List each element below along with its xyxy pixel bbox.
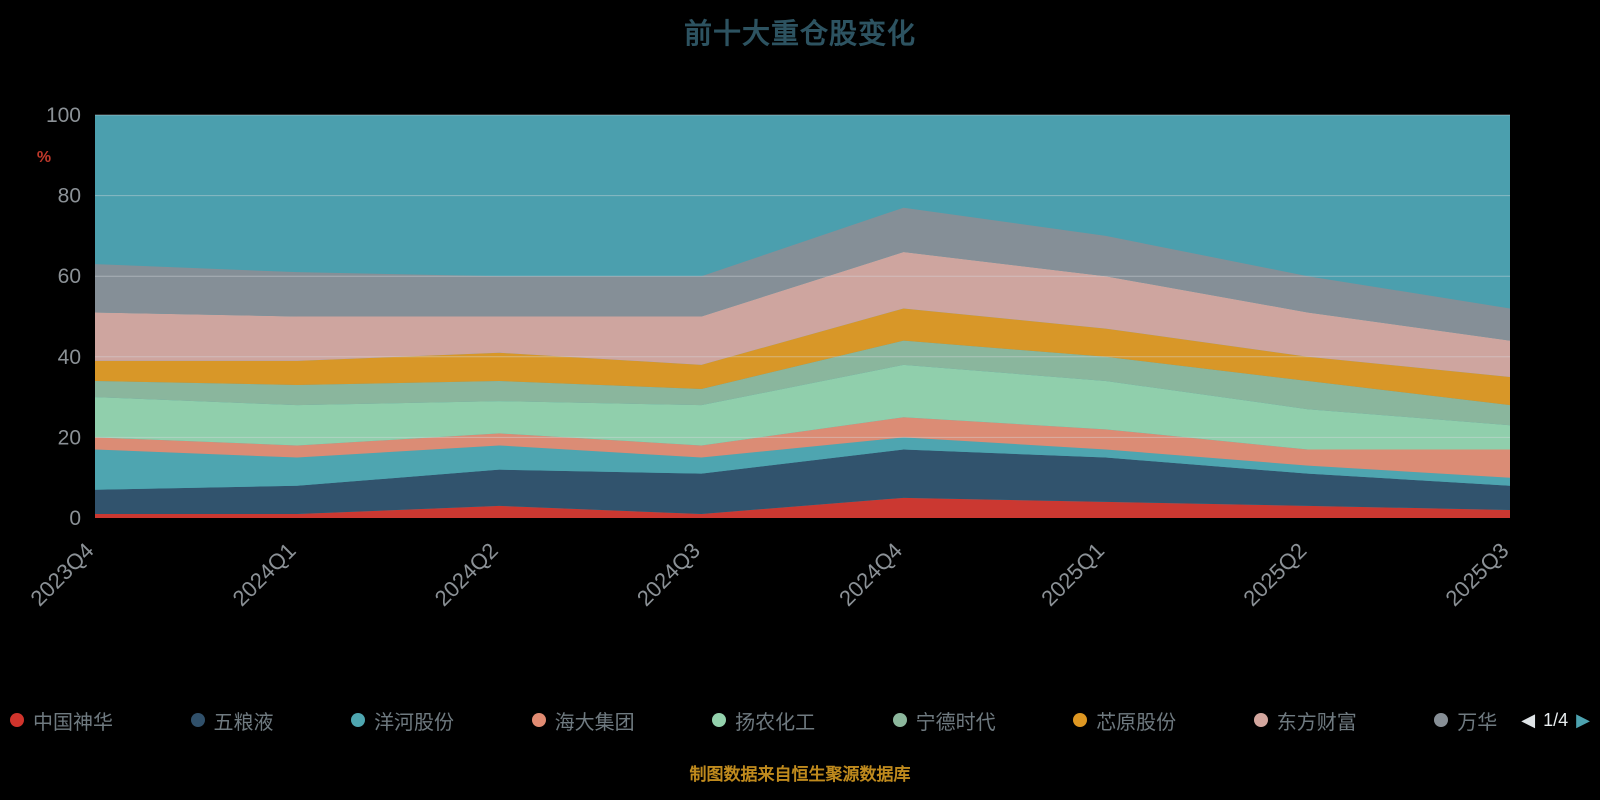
area-series-8 xyxy=(95,252,1510,377)
stacked-area-chart: 0 20 40 60 80 100% 2023Q4 2024Q1 2024Q2 2024Q3 202… xyxy=(25,104,1513,611)
legend-page-indicator: 1/4 xyxy=(1543,709,1569,730)
legend-item-8[interactable]: 东方财富 xyxy=(1253,706,1357,735)
legend-item-label: 洋河股份 xyxy=(374,711,455,734)
legend-color-dot-icon xyxy=(892,713,907,727)
area-series-6 xyxy=(95,340,1510,426)
data-source-note: 制图数据来自恒生聚源数据库 xyxy=(689,765,911,784)
legend-item-label: 芯原股份 xyxy=(1096,711,1177,734)
legend-item-7[interactable]: 芯原股份 xyxy=(1073,706,1176,735)
x-axis-tick-label: 2024Q3 xyxy=(632,538,705,611)
area-series-1 xyxy=(95,497,1510,518)
legend-color-dot-icon xyxy=(1253,713,1268,727)
y-axis-tick-label: 60 xyxy=(58,265,81,288)
area-series-2 xyxy=(95,449,1510,514)
x-axis-tick-label: 2025Q2 xyxy=(1238,538,1311,611)
legend-item-label: 五粮液 xyxy=(213,711,274,734)
legend-item-5[interactable]: 扬农化工 xyxy=(712,706,815,735)
legend-item-label: 海大集团 xyxy=(554,711,635,734)
legend-color-dot-icon xyxy=(712,713,727,727)
legend-color-dot-icon xyxy=(190,713,205,727)
x-axis-tick-label: 2023Q4 xyxy=(25,538,98,611)
x-axis-tick-label: 2024Q1 xyxy=(228,538,301,611)
legend-color-dot-icon xyxy=(351,713,366,727)
area-series-9 xyxy=(95,207,1510,341)
y-axis-tick-label: 40 xyxy=(58,346,81,369)
legend-items: 中国神华 五粮液 洋河股份 海大集团 扬农化工 宁德时代 芯原股份 东方财富 万华 xyxy=(10,706,1497,735)
chart-title: 前十大重仓股变化 xyxy=(683,18,916,49)
legend-item-1[interactable]: 中国神华 xyxy=(10,706,113,735)
legend-item-2[interactable]: 五粮液 xyxy=(190,706,274,735)
area-series-7 xyxy=(95,308,1510,406)
legend-color-dot-icon xyxy=(531,713,546,727)
legend-row: 中国神华 五粮液 洋河股份 海大集团 扬农化工 宁德时代 芯原股份 东方财富 万华 ◀ 1/4 … xyxy=(10,702,1590,738)
legend-item-label: 东方财富 xyxy=(1276,711,1357,734)
y-axis-tick-label: 80 xyxy=(58,185,81,208)
x-axis-tick-label: 2025Q3 xyxy=(1440,538,1513,611)
y-axis-tick-label: 20 xyxy=(58,426,81,449)
legend-pagination: ◀ 1/4 ▶ xyxy=(1521,710,1590,731)
y-axis-tick-label: 0 xyxy=(69,507,81,530)
legend-item-label: 中国神华 xyxy=(33,711,113,734)
legend-color-dot-icon xyxy=(1434,713,1449,727)
x-axis-tick-label: 2024Q2 xyxy=(430,538,503,611)
legend-next-arrow-icon[interactable]: ▶ xyxy=(1576,710,1590,730)
x-axis-tick-label: 2025Q1 xyxy=(1036,538,1109,611)
legend-item-3[interactable]: 洋河股份 xyxy=(351,706,454,735)
legend-item-label: 扬农化工 xyxy=(735,711,816,734)
area-series-5 xyxy=(95,364,1510,450)
x-axis-tick-label: 2024Q4 xyxy=(834,538,907,611)
y-axis-unit-label: % xyxy=(37,149,51,166)
legend-color-dot-icon xyxy=(10,713,24,727)
area-series-4 xyxy=(95,417,1510,478)
legend-item-label: 宁德时代 xyxy=(915,711,996,734)
legend-item-9[interactable]: 万华 xyxy=(1434,706,1497,735)
legend-color-dot-icon xyxy=(1073,713,1088,727)
legend-item-6[interactable]: 宁德时代 xyxy=(892,706,996,735)
legend-prev-arrow-icon[interactable]: ◀ xyxy=(1521,710,1536,730)
y-axis-tick-label: 100 xyxy=(46,104,81,127)
area-series-3 xyxy=(95,437,1510,490)
legend-item-label: 万华 xyxy=(1457,711,1498,734)
legend-item-4[interactable]: 海大集团 xyxy=(531,706,635,735)
